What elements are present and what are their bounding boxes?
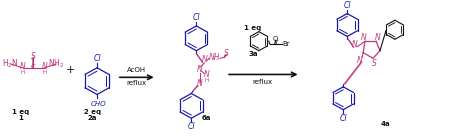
Text: N: N — [42, 62, 47, 71]
Text: 4a: 4a — [380, 121, 390, 127]
Text: S: S — [224, 49, 228, 58]
Text: 2a: 2a — [87, 115, 97, 121]
Text: H: H — [20, 70, 25, 75]
Text: reflux: reflux — [127, 80, 147, 86]
Text: +: + — [65, 65, 75, 75]
Text: $\mathregular{NH_2}$: $\mathregular{NH_2}$ — [48, 58, 64, 70]
Text: 2 eq: 2 eq — [83, 109, 100, 115]
Text: N: N — [352, 40, 358, 49]
Text: 1 eq: 1 eq — [12, 109, 29, 115]
Text: Cl: Cl — [93, 54, 101, 63]
Text: N: N — [20, 62, 26, 71]
Text: CHO: CHO — [90, 101, 106, 107]
Text: N: N — [357, 56, 363, 65]
Text: $\mathregular{H_2N}$: $\mathregular{H_2N}$ — [2, 58, 19, 70]
Text: 3a: 3a — [248, 52, 258, 58]
Text: reflux: reflux — [253, 79, 273, 85]
Text: 1 eq: 1 eq — [244, 25, 262, 31]
Text: AcOH: AcOH — [127, 67, 146, 73]
Text: N: N — [196, 65, 202, 74]
Text: Cl: Cl — [192, 13, 200, 22]
Text: H: H — [42, 70, 46, 75]
Text: O: O — [273, 36, 278, 42]
Text: Cl: Cl — [188, 122, 195, 131]
Text: N: N — [203, 70, 209, 79]
Text: 1: 1 — [18, 115, 23, 121]
Text: N: N — [361, 33, 367, 42]
Text: N: N — [196, 79, 202, 89]
Text: NH: NH — [209, 53, 220, 62]
Text: 6a: 6a — [201, 115, 211, 121]
Text: Cl: Cl — [344, 1, 351, 9]
Text: C: C — [31, 64, 36, 70]
Text: Cl: Cl — [339, 114, 347, 123]
Text: N: N — [201, 55, 207, 64]
Text: Br: Br — [283, 41, 291, 47]
Text: S: S — [31, 52, 36, 61]
Text: N: N — [375, 33, 381, 42]
Text: S: S — [372, 58, 376, 68]
Text: H: H — [204, 78, 208, 83]
